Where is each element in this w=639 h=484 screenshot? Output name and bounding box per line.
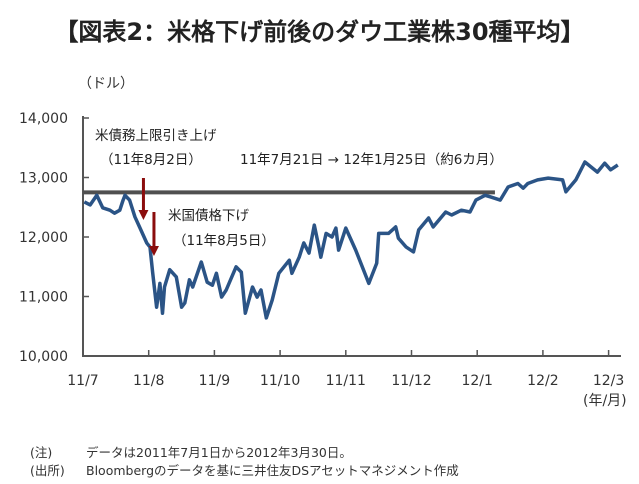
- dow-series-line: [83, 160, 619, 320]
- x-tick-label: 11/9: [199, 373, 230, 389]
- arrow-down-icon: [148, 246, 159, 256]
- y-tick-label: 13,000: [19, 171, 68, 187]
- y-axis-label: （ドル）: [78, 76, 134, 92]
- x-tick-label: 12/3: [593, 373, 624, 389]
- x-tick-label: 11/12: [391, 373, 431, 389]
- x-tick-label: 11/10: [260, 373, 300, 389]
- note-text: データは2011年7月1日から2012年3月30日。: [86, 445, 352, 460]
- source-text: Bloombergのデータを基に三井住友DSアセットマネジメント作成: [86, 463, 459, 478]
- y-tick-label: 10,000: [19, 349, 68, 365]
- y-tick-label: 11,000: [19, 290, 68, 306]
- x-tick-label: 12/1: [461, 373, 492, 389]
- y-tick-label: 14,000: [19, 111, 68, 127]
- x-tick-label: 12/2: [527, 373, 558, 389]
- note-line: (注) データは2011年7月1日から2012年3月30日。: [30, 442, 352, 461]
- annotation-downgrade: 米国債格下げ: [168, 208, 249, 224]
- chart-title: 【図表2：米格下げ前後のダウ工業株30種平均】: [54, 18, 585, 46]
- x-axis-unit-label: (年/月): [583, 393, 627, 409]
- annotation-debt-ceiling-date: （11年8月2日）: [100, 152, 202, 168]
- annotation-debt-ceiling: 米債務上限引き上げ: [95, 128, 217, 144]
- x-tick-label: 11/7: [67, 373, 98, 389]
- x-tick-label: 11/8: [133, 373, 164, 389]
- source-key: (出所): [30, 463, 65, 478]
- source-line: (出所) Bloombergのデータを基に三井住友DSアセットマネジメント作成: [30, 460, 459, 479]
- annotation-downgrade-date: （11年8月5日）: [173, 233, 275, 249]
- annotation-period: 11年7月21日 → 12年1月25日（約6カ月）: [240, 152, 503, 168]
- y-tick-label: 12,000: [19, 230, 68, 246]
- x-tick-label: 11/11: [326, 373, 366, 389]
- note-key: (注): [30, 445, 53, 460]
- arrow-down-icon: [138, 210, 149, 220]
